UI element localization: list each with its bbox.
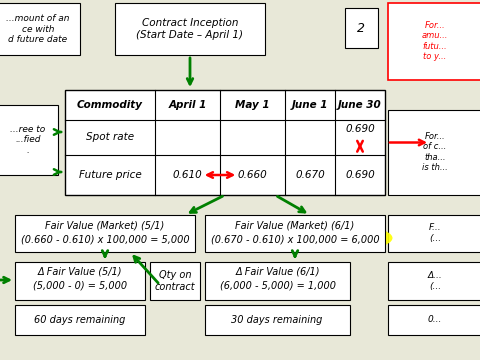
Text: May 1: May 1 — [235, 100, 270, 110]
Text: (0.660 - 0.610) x 100,000 = 5,000: (0.660 - 0.610) x 100,000 = 5,000 — [21, 234, 189, 244]
Text: 30 days remaining: 30 days remaining — [231, 315, 323, 325]
Bar — [388, 215, 480, 252]
Text: For...
amu...
futu...
to y...: For... amu... futu... to y... — [422, 21, 448, 61]
Text: 0.660: 0.660 — [238, 170, 267, 180]
Bar — [388, 3, 480, 80]
Bar — [65, 90, 385, 195]
Bar — [345, 8, 378, 48]
Text: 2: 2 — [357, 22, 365, 35]
Text: June 30: June 30 — [338, 100, 382, 110]
Text: (6,000 - 5,000) = 1,000: (6,000 - 5,000) = 1,000 — [219, 280, 336, 290]
Text: (5,000 - 0) = 5,000: (5,000 - 0) = 5,000 — [33, 280, 127, 290]
Text: Δ Fair Value (5/1): Δ Fair Value (5/1) — [38, 267, 122, 277]
Text: Future price: Future price — [79, 170, 142, 180]
Text: Commodity: Commodity — [77, 100, 143, 110]
Bar — [0, 105, 58, 175]
Text: June 1: June 1 — [292, 100, 328, 110]
Text: Fair Value (Market) (5/1): Fair Value (Market) (5/1) — [46, 221, 165, 231]
Bar — [205, 305, 350, 335]
Bar — [388, 110, 480, 195]
Text: 0...: 0... — [428, 315, 442, 324]
Bar — [0, 3, 80, 55]
Text: Contract Inception
(Start Date – April 1): Contract Inception (Start Date – April 1… — [136, 18, 243, 40]
Text: Fair Value (Market) (6/1): Fair Value (Market) (6/1) — [235, 221, 355, 231]
Text: 0.670: 0.670 — [295, 170, 325, 180]
Text: (0.670 - 0.610) x 100,000 = 6,000: (0.670 - 0.610) x 100,000 = 6,000 — [211, 234, 379, 244]
Text: April 1: April 1 — [168, 100, 207, 110]
Bar — [15, 215, 195, 252]
Bar — [205, 262, 350, 300]
Text: 60 days remaining: 60 days remaining — [34, 315, 126, 325]
Text: 0.690: 0.690 — [345, 125, 375, 135]
Text: ...ree to
...fied
.: ...ree to ...fied . — [11, 125, 46, 155]
Bar — [388, 262, 480, 300]
Text: 0.610: 0.610 — [173, 170, 203, 180]
Bar — [15, 305, 145, 335]
Text: Δ Fair Value (6/1): Δ Fair Value (6/1) — [235, 267, 320, 277]
Bar — [150, 262, 200, 300]
Text: 0.690: 0.690 — [345, 170, 375, 180]
Text: Δ...
(...: Δ... (... — [428, 271, 443, 291]
Bar — [115, 3, 265, 55]
Text: ...mount of an
ce with
d future date: ...mount of an ce with d future date — [6, 14, 70, 44]
Bar — [388, 305, 480, 335]
Bar — [205, 215, 385, 252]
Text: F...
(...: F... (... — [429, 223, 441, 243]
Text: Qty on
contract: Qty on contract — [155, 270, 195, 292]
Ellipse shape — [288, 224, 393, 252]
Text: For...
of c...
tha...
is th...: For... of c... tha... is th... — [422, 132, 448, 172]
Bar — [15, 262, 145, 300]
Text: Spot rate: Spot rate — [86, 132, 134, 143]
